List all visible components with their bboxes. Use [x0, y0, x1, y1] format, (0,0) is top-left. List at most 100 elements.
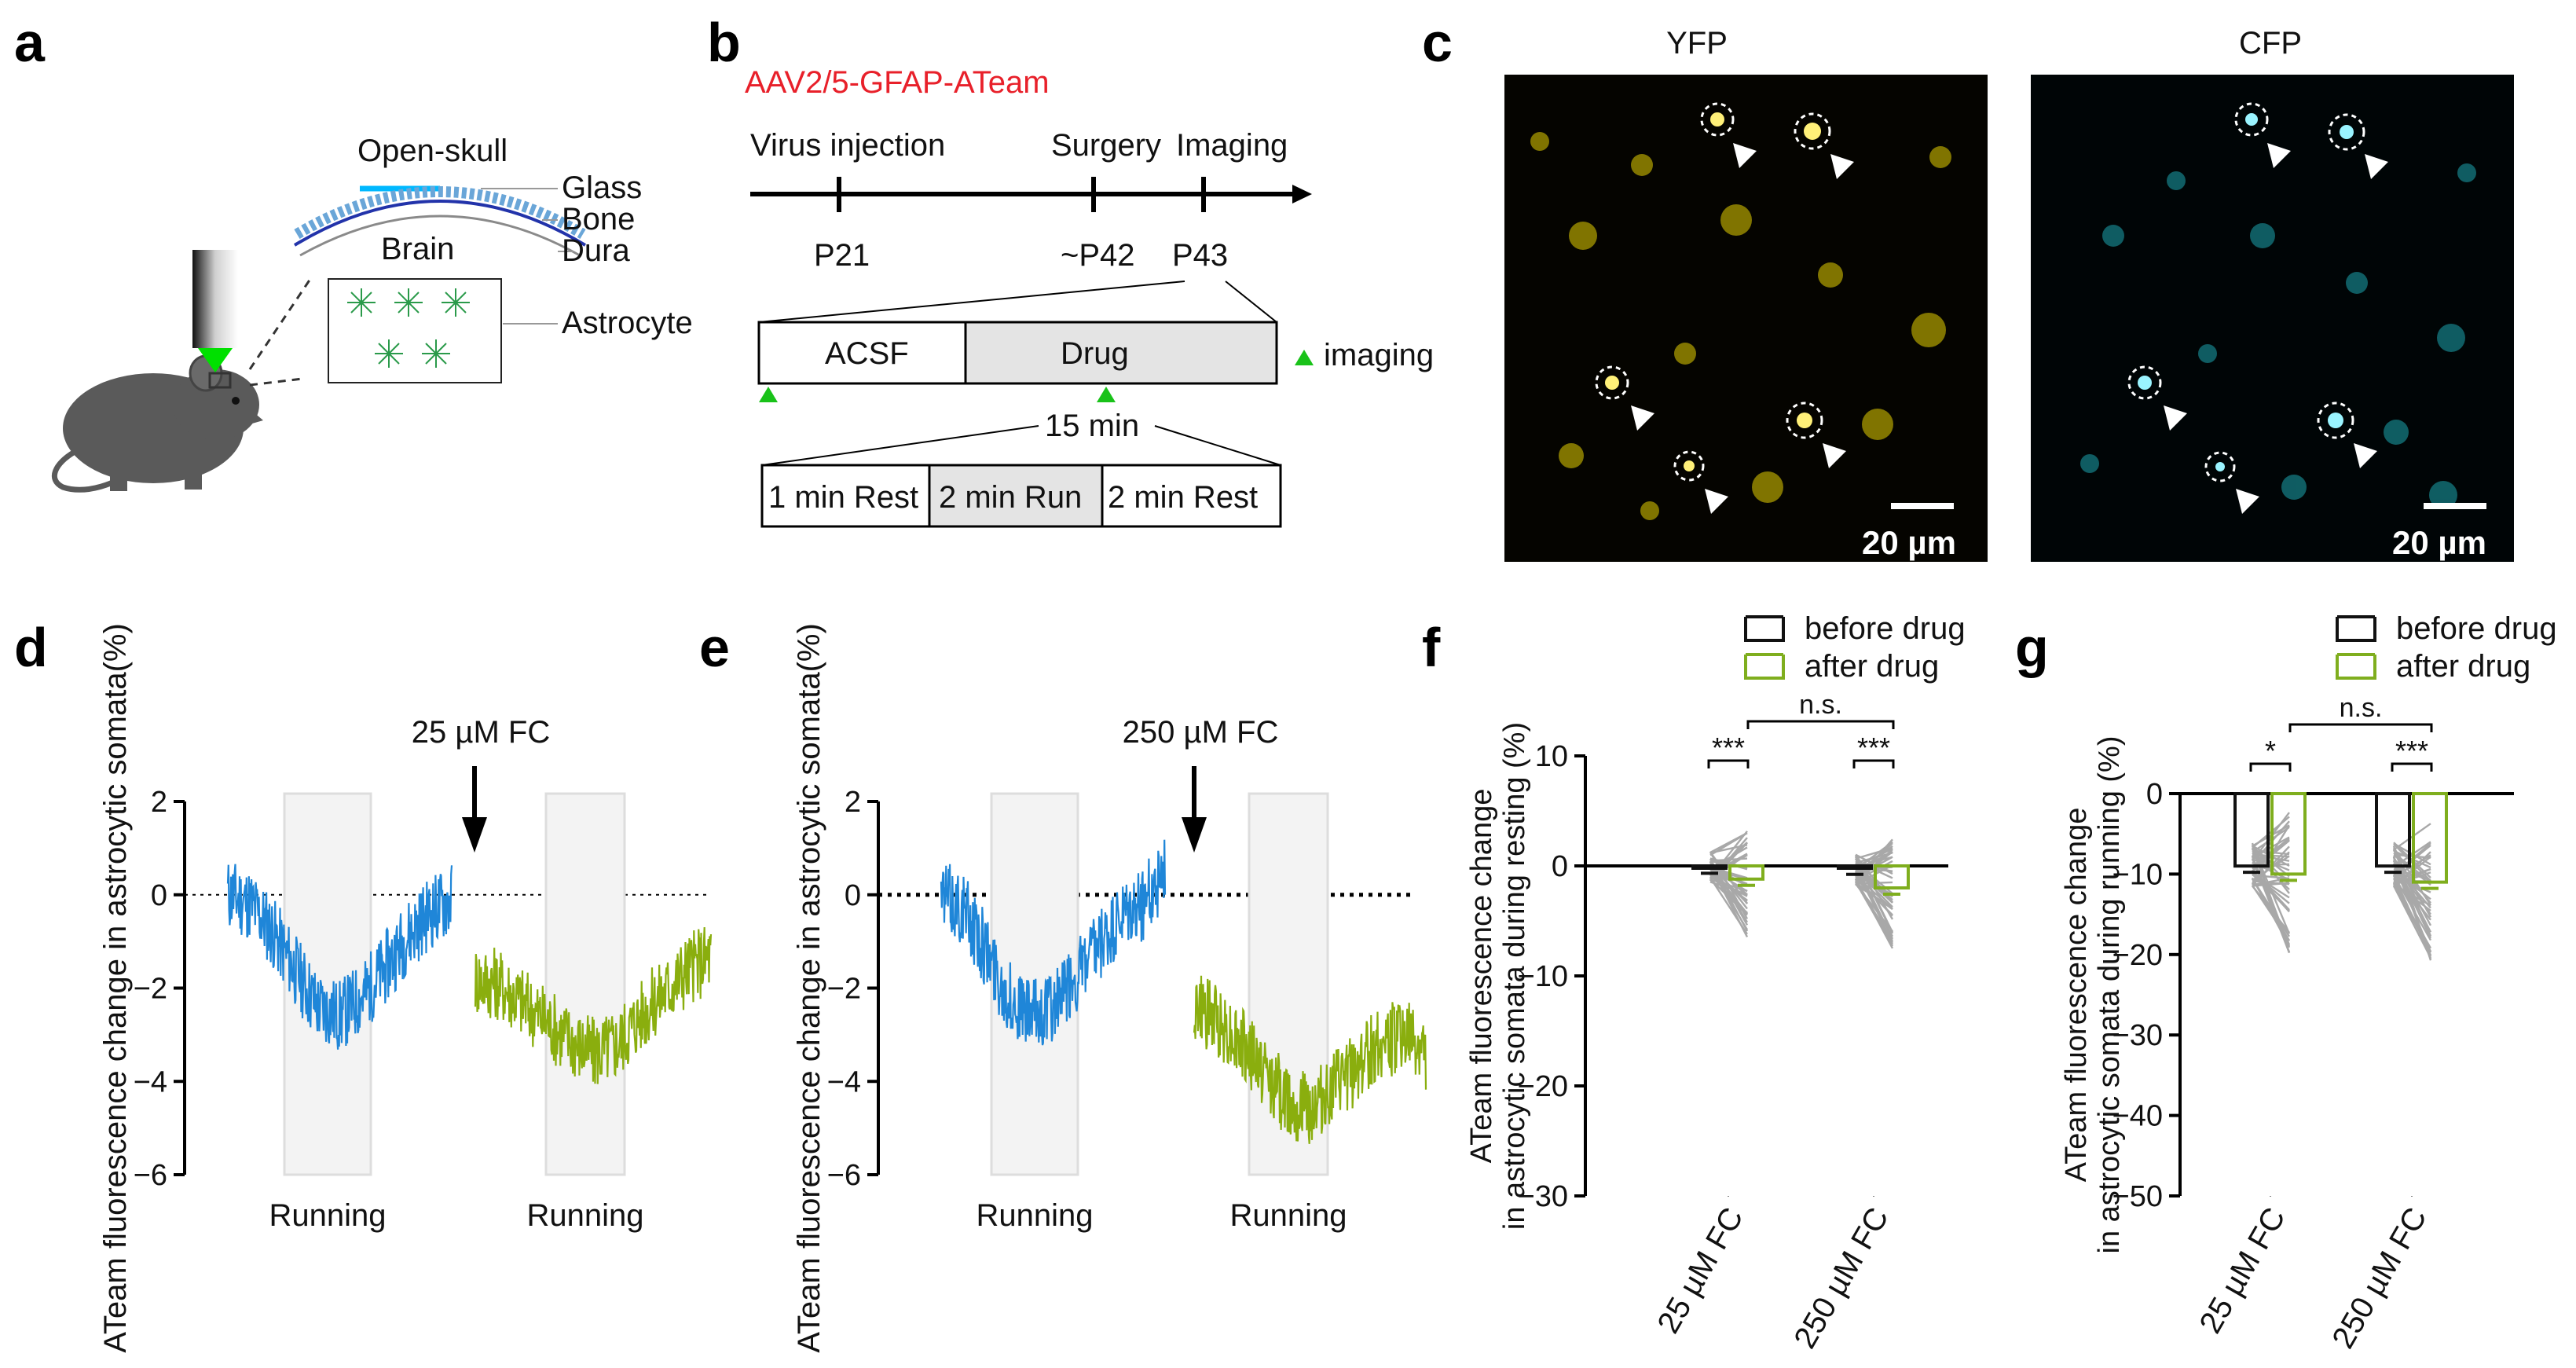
y-tick-label: −4 — [827, 1065, 861, 1098]
time-p21: P21 — [814, 238, 870, 273]
legend-label: before drug — [2396, 611, 2557, 646]
sig-label: * — [2265, 735, 2276, 767]
y-tick-label: 2 — [845, 786, 861, 819]
event-surgery: Surgery — [1051, 128, 1161, 163]
event-virus-injection: Virus injection — [750, 128, 945, 163]
drug-label: Drug — [1061, 336, 1129, 371]
x-tick-label: 250 µM FC — [1787, 1202, 1895, 1355]
event-imaging: Imaging — [1176, 128, 1288, 163]
paired-line — [2392, 878, 2432, 956]
y-tick-label: −6 — [134, 1159, 167, 1192]
sig-bracket — [2249, 762, 2292, 772]
y-tick-label: −30 — [1518, 1180, 1568, 1213]
y-tick-label: −20 — [1518, 1070, 1568, 1103]
yfp-image: 20 µm — [1504, 75, 1988, 562]
cfp-scale-label: 20 µm — [2392, 524, 2486, 561]
dura-layer — [293, 200, 587, 247]
astrocyte-cells — [347, 288, 470, 368]
protocol-run-label: 2 min Run — [939, 480, 1082, 515]
y-axis-label: ATeam fluorescence change in astrocytic … — [98, 623, 133, 1353]
sig-label: *** — [1857, 732, 1890, 764]
protocol-rest-1-label: 1 min Rest — [768, 480, 918, 515]
imaging-legend-label: imaging — [1324, 338, 1434, 372]
sig-label: *** — [2395, 735, 2428, 767]
paired-line — [2251, 878, 2291, 937]
open-skull-label: Open-skull — [357, 134, 508, 168]
panel-label-e: e — [699, 617, 730, 678]
sig-bracket — [2391, 762, 2433, 772]
y-axis-label-line-1: ATeam fluorescence change — [2060, 808, 2093, 1183]
layer-astrocyte: Astrocyte — [562, 306, 693, 340]
cfp-image: 20 µm — [2031, 75, 2514, 562]
x-tick-label: 250 µM FC — [2325, 1202, 2433, 1355]
running-label: Running — [1229, 1198, 1347, 1233]
bar-after-drug — [2412, 792, 2448, 884]
virus-name: AAV2/5-GFAP-ATeam — [745, 65, 1050, 100]
y-tick-label: −50 — [2112, 1180, 2163, 1213]
drug-title: 25 µM FC — [412, 715, 550, 750]
paired-line — [2252, 880, 2290, 886]
panel-a-schematic: Open-skull Brain Glass Bone Dura Astrocy… — [51, 134, 693, 493]
trace-before-drug — [940, 839, 1167, 1046]
yfp-scale-bar — [1891, 503, 1954, 509]
imaging-marker-1 — [759, 387, 778, 402]
layer-glass: Glass — [562, 171, 642, 205]
running-region — [544, 792, 626, 1176]
protocol-run — [928, 464, 1104, 528]
sig-label-ns: n.s. — [1799, 690, 1842, 720]
y-axis-label-line-2: in astrocytic somata during running (%) — [2093, 736, 2126, 1254]
y-tick-label: 0 — [845, 879, 861, 912]
mouse-illustration — [51, 354, 263, 493]
x-tick-label: 25 µM FC — [1651, 1202, 1750, 1340]
paired-line — [1855, 878, 1893, 916]
protocol-rest-2-label: 2 min Rest — [1108, 480, 1258, 515]
y-tick-label: 2 — [151, 786, 167, 819]
acsf-segment — [757, 321, 967, 385]
bar-after-drug — [1874, 864, 1910, 889]
paired-line — [2392, 885, 2432, 959]
duration-label: 15 min — [1045, 409, 1139, 443]
legend-label: after drug — [2396, 649, 2530, 684]
imaging-legend-marker — [1295, 350, 1314, 365]
bar-chart-resting: 10 0 −10 −20 −30 ATeam fluorescence change in … — [1465, 611, 1966, 1355]
panel-b-timeline: AAV2/5-GFAP-ATeam Virus injection Surger… — [745, 65, 1434, 528]
legend-label: after drug — [1805, 649, 1939, 684]
protocol-rest-2 — [1101, 464, 1282, 528]
x-tick-label: 25 µM FC — [2193, 1202, 2292, 1340]
sig-bracket-ns — [1746, 720, 1895, 729]
paired-line — [1709, 875, 1748, 897]
paired-line — [1709, 878, 1748, 916]
y-tick-label: 0 — [1552, 850, 1568, 883]
time-p42: ~P42 — [1061, 238, 1135, 273]
legend-swatch — [2336, 655, 2376, 680]
y-tick-label: 0 — [2146, 778, 2163, 811]
y-tick-label: −30 — [2112, 1019, 2163, 1052]
bar-before-drug — [2375, 792, 2411, 868]
protocol-rest-1 — [760, 464, 931, 528]
y-tick-label: −10 — [2112, 858, 2163, 891]
legend-swatch — [2336, 617, 2376, 642]
running-region — [283, 792, 372, 1176]
paired-line — [1709, 857, 1748, 862]
panel-label-d: d — [14, 617, 48, 678]
y-axis-label: ATeam fluorescence change in astrocytic … — [792, 623, 826, 1353]
y-tick-label: −6 — [827, 1159, 861, 1192]
y-tick-label: 0 — [151, 879, 167, 912]
legend-label: before drug — [1805, 611, 1966, 646]
y-tick-label: −40 — [2112, 1100, 2163, 1133]
objective-lens — [192, 250, 238, 348]
bar-before-drug — [1691, 864, 1728, 870]
yfp-scale-label: 20 µm — [1862, 524, 1956, 561]
legend-swatch — [1744, 617, 1785, 642]
paired-line — [2251, 845, 2291, 934]
time-p43: P43 — [1172, 238, 1228, 273]
y-axis-label-line-1: ATeam fluorescence change — [1465, 789, 1498, 1164]
trace-before-drug — [226, 864, 453, 1050]
running-label: Running — [269, 1198, 386, 1233]
trace-after-drug — [474, 926, 713, 1084]
imaging-marker-2 — [1097, 387, 1116, 402]
y-tick-label: −4 — [134, 1065, 167, 1098]
sig-bracket — [1707, 759, 1750, 768]
